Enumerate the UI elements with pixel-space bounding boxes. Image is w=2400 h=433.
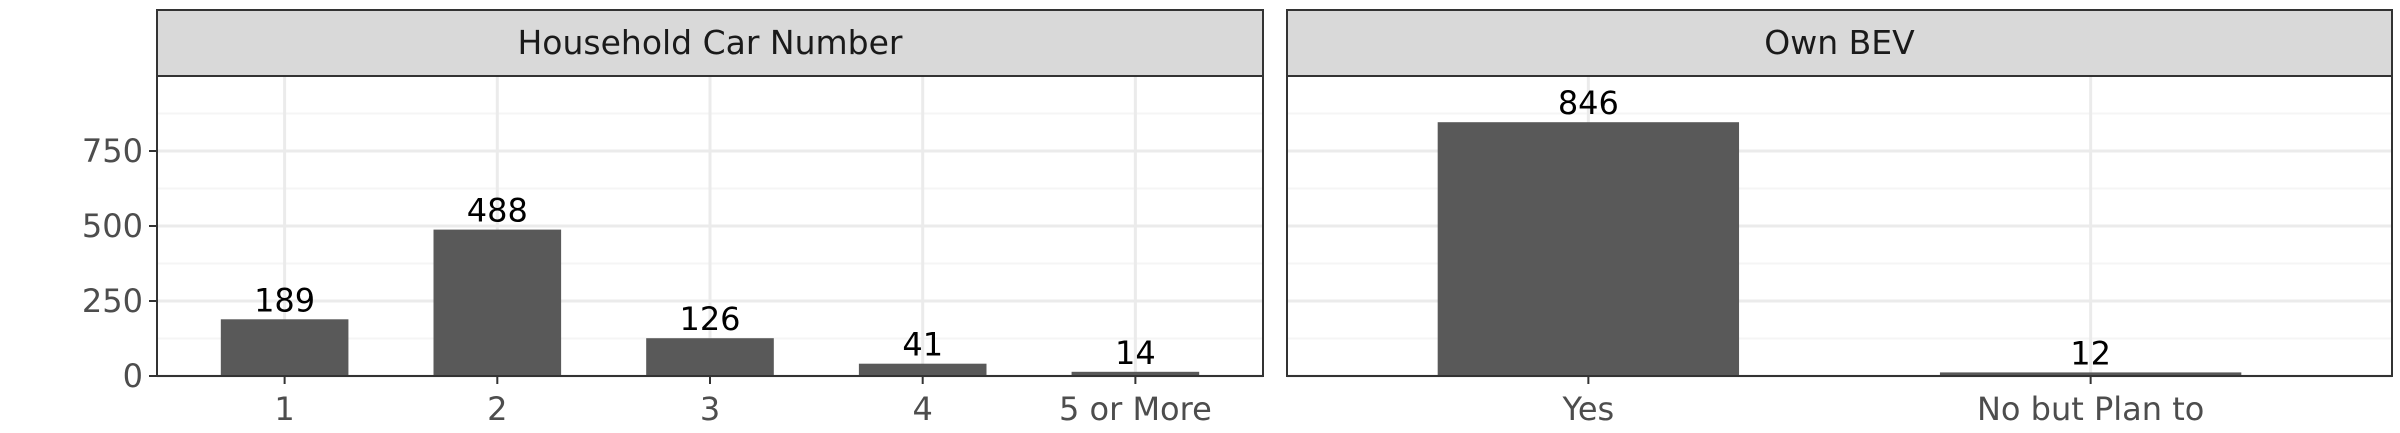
bar	[858, 363, 987, 376]
y-tick-label: 0	[123, 357, 143, 395]
facet-strip-title: Household Car Number	[517, 23, 902, 62]
bar-value-label: 846	[1558, 84, 1619, 122]
y-tick-label: 500	[82, 207, 143, 245]
bar-value-label: 41	[902, 326, 943, 364]
facet-strip-title: Own BEV	[1764, 23, 1915, 62]
bar-value-label: 189	[254, 281, 315, 319]
bar	[1939, 372, 2242, 376]
x-tick-label: 2	[487, 390, 507, 428]
y-tick-label: 250	[82, 282, 143, 320]
y-tick-label: 750	[82, 132, 143, 170]
bar-value-label: 488	[467, 192, 528, 230]
bar-value-label: 12	[2070, 334, 2111, 372]
facet-strip	[156, 9, 1264, 77]
bar	[220, 319, 349, 376]
x-tick-label: 1	[274, 390, 294, 428]
bar-value-label: 126	[679, 300, 740, 338]
bar	[646, 338, 774, 376]
x-tick-label: 4	[913, 390, 933, 428]
bar	[1071, 371, 1200, 376]
panel-1: 189 488 126 41 14 Household Car Number 1 2 3 4 5 o…	[82, 9, 1264, 428]
x-tick-label: Yes	[1562, 390, 1615, 428]
bar	[433, 229, 562, 376]
x-tick-label: 3	[700, 390, 720, 428]
bar-value-label: 14	[1115, 334, 1156, 372]
x-tick-label: No but Plan to	[1977, 390, 2204, 428]
x-tick-label: 5 or More	[1059, 390, 1212, 428]
bar	[1437, 122, 1740, 376]
facet-strip	[1286, 9, 2393, 77]
panel-2: 846 12 Own BEV Yes No but Plan to	[1286, 9, 2393, 428]
